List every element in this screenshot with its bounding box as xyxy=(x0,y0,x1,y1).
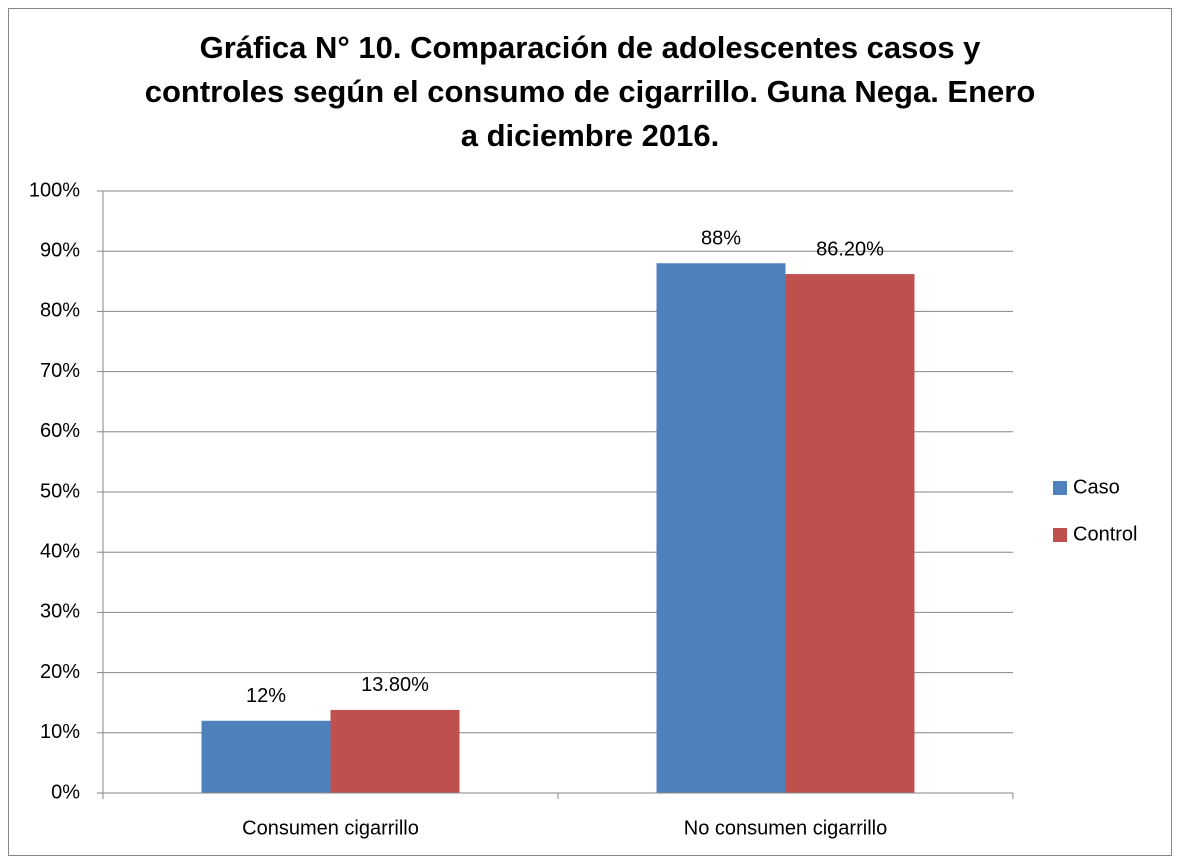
y-tick-label: 100% xyxy=(29,179,80,201)
chart-title: Gráfica N° 10. Comparación de adolescent… xyxy=(144,30,1036,153)
bar xyxy=(201,720,331,793)
x-tick-label: No consumen cigarrillo xyxy=(684,817,887,839)
y-tick-label: 60% xyxy=(40,420,80,442)
y-tick-label: 80% xyxy=(40,300,80,322)
legend-swatch xyxy=(1053,481,1067,495)
x-tick-label: Consumen cigarrillo xyxy=(242,817,419,839)
data-label: 86.20% xyxy=(816,238,884,260)
bar xyxy=(656,263,786,793)
legend-label: Control xyxy=(1073,523,1137,545)
y-tick-label: 90% xyxy=(40,239,80,261)
bar xyxy=(785,274,915,793)
data-label: 88% xyxy=(701,228,741,250)
y-tick-label: 70% xyxy=(40,360,80,382)
legend-label: Caso xyxy=(1073,476,1120,498)
legend-swatch xyxy=(1053,528,1067,542)
chart-border xyxy=(8,8,1172,856)
y-tick-label: 0% xyxy=(51,781,80,803)
y-tick-label: 10% xyxy=(40,721,80,743)
y-tick-label: 50% xyxy=(40,480,80,502)
data-label: 13.80% xyxy=(361,674,429,696)
data-label: 12% xyxy=(246,685,286,707)
bar xyxy=(330,709,460,793)
y-tick-label: 20% xyxy=(40,661,80,683)
y-tick-label: 30% xyxy=(40,601,80,623)
y-tick-label: 40% xyxy=(40,540,80,562)
